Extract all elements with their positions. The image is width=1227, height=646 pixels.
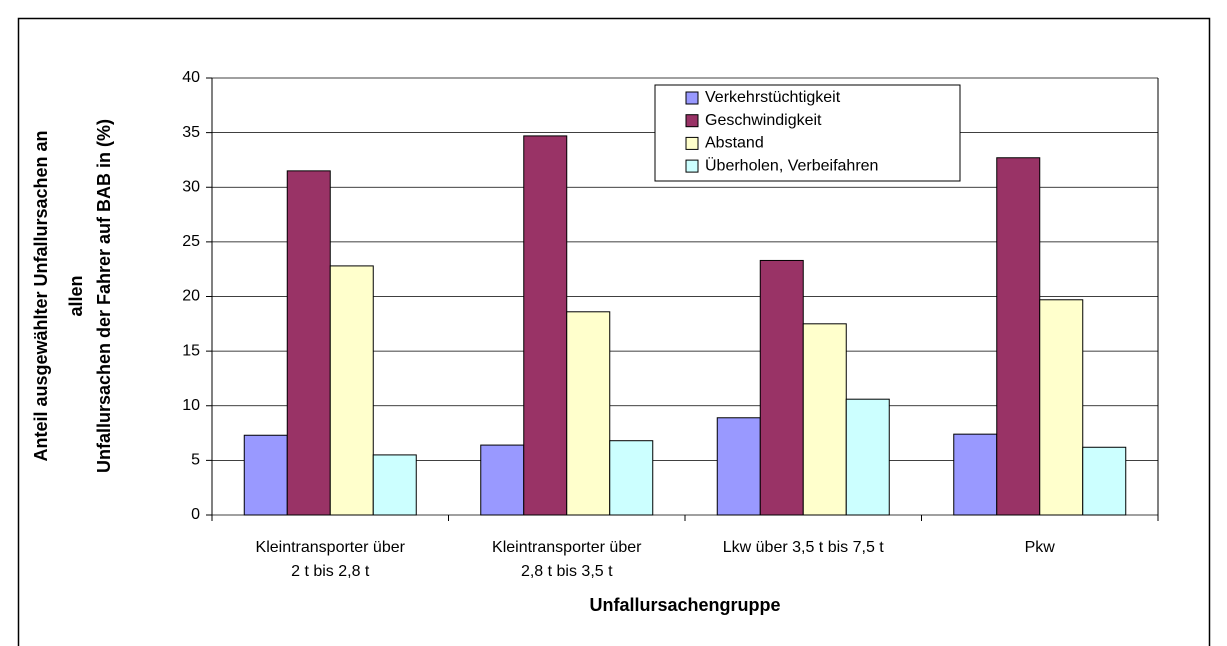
y-axis-title: Unfallursachen der Fahrer auf BAB in (%) <box>94 119 114 473</box>
y-axis-title: allen <box>66 275 86 316</box>
y-axis-title: Anteil ausgewählter Unfallursachen an <box>31 130 51 461</box>
x-axis-title: Unfallursachengruppe <box>589 595 780 615</box>
bar <box>372 454 417 516</box>
bar <box>609 440 654 516</box>
y-tick-label: 10 <box>182 397 200 414</box>
legend-swatch <box>685 91 699 105</box>
legend-swatch <box>685 136 699 150</box>
y-tick-label: 20 <box>182 288 200 305</box>
bar <box>759 259 804 516</box>
bar <box>329 265 374 516</box>
x-tick-label: 2 t bis 2,8 t <box>291 563 370 580</box>
bar <box>802 323 847 516</box>
x-tick-label: Lkw über 3,5 t bis 7,5 t <box>723 539 885 556</box>
legend-label: Überholen, Verbeifahren <box>705 156 878 174</box>
x-tick-label: Kleintransporter über <box>256 539 406 556</box>
y-tick-label: 40 <box>182 69 200 86</box>
x-tick-label: 2,8 t bis 3,5 t <box>521 563 613 580</box>
y-tick-label: 25 <box>182 233 200 250</box>
y-tick-label: 30 <box>182 178 200 195</box>
legend-swatch <box>685 159 699 173</box>
bar <box>1039 299 1084 516</box>
y-tick-label: 35 <box>182 124 200 141</box>
legend-label: Abstand <box>705 135 764 152</box>
bar <box>480 444 525 516</box>
legend-label: Geschwindigkeit <box>705 112 822 129</box>
y-tick-label: 5 <box>191 452 200 469</box>
bar <box>243 434 288 516</box>
bar <box>716 417 761 516</box>
chart-border <box>17 17 1211 646</box>
bar <box>845 398 890 516</box>
x-tick-label: Kleintransporter über <box>492 539 642 556</box>
bar <box>996 157 1041 516</box>
legend-box <box>654 84 961 182</box>
bar <box>523 135 568 516</box>
bar <box>1082 446 1127 516</box>
x-tick-label: Pkw <box>1025 539 1056 556</box>
y-tick-label: 0 <box>191 506 200 523</box>
y-tick-label: 15 <box>182 342 200 359</box>
legend-swatch <box>685 114 699 128</box>
bar <box>286 170 331 516</box>
bar <box>953 433 998 516</box>
bar <box>566 311 611 516</box>
legend-label: Verkehrstüchtigkeit <box>705 89 841 106</box>
